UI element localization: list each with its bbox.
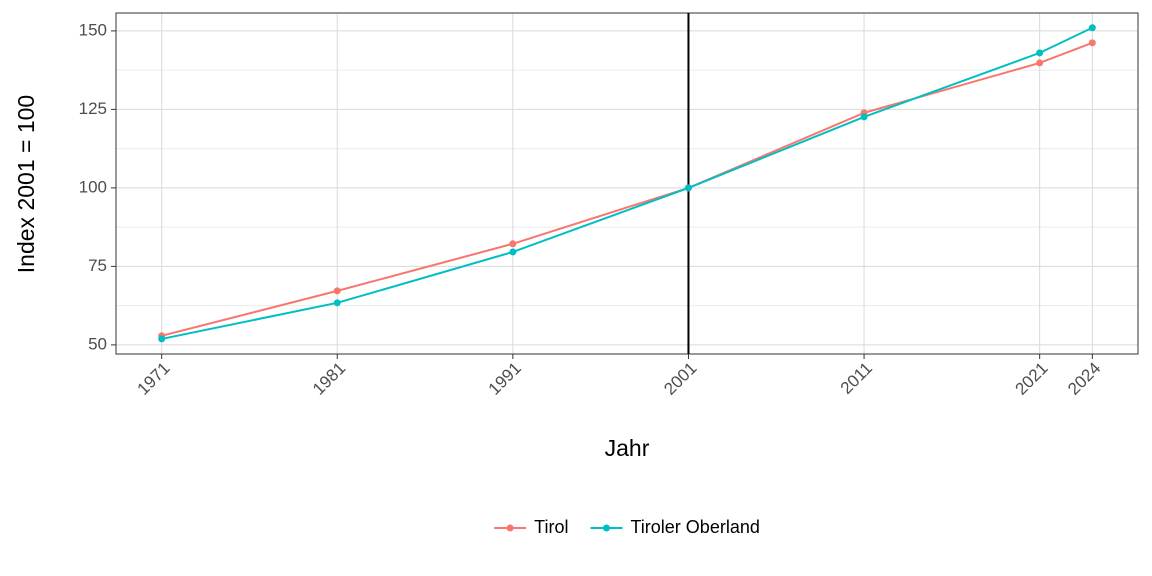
y-tick-label: 150 [79, 20, 107, 39]
y-tick-label: 75 [88, 256, 107, 275]
y-tick-label: 125 [79, 99, 107, 118]
legend-label: Tirol [534, 517, 568, 537]
x-tick-label: 2024 [1064, 359, 1104, 399]
series-line [161, 26, 1093, 340]
data-point [509, 248, 517, 256]
legend-label: Tiroler Oberland [630, 517, 759, 537]
y-tick-label: 100 [79, 177, 107, 196]
x-tick-label: 1981 [309, 359, 349, 399]
data-point [1036, 59, 1044, 67]
data-point [333, 299, 341, 307]
x-tick-label: 2021 [1011, 359, 1051, 399]
x-tick-label: 1991 [485, 359, 525, 399]
data-point [860, 113, 868, 121]
x-tick-label: 1971 [133, 359, 173, 399]
data-point [333, 287, 341, 295]
y-axis-title: Index 2001 = 100 [13, 95, 39, 273]
data-point [1088, 39, 1096, 47]
data-point [158, 335, 166, 343]
y-tick-label: 50 [88, 334, 107, 353]
x-tick-label: 2011 [837, 359, 876, 398]
x-tick-label: 2001 [660, 359, 700, 399]
data-point [684, 184, 692, 192]
data-point [509, 240, 517, 248]
legend-key [602, 524, 610, 532]
series-line [161, 41, 1093, 337]
x-axis-title: Jahr [605, 435, 650, 461]
data-point [1088, 24, 1096, 32]
legend-key [506, 524, 514, 532]
data-point [1036, 49, 1044, 57]
panel-border [115, 12, 1139, 355]
